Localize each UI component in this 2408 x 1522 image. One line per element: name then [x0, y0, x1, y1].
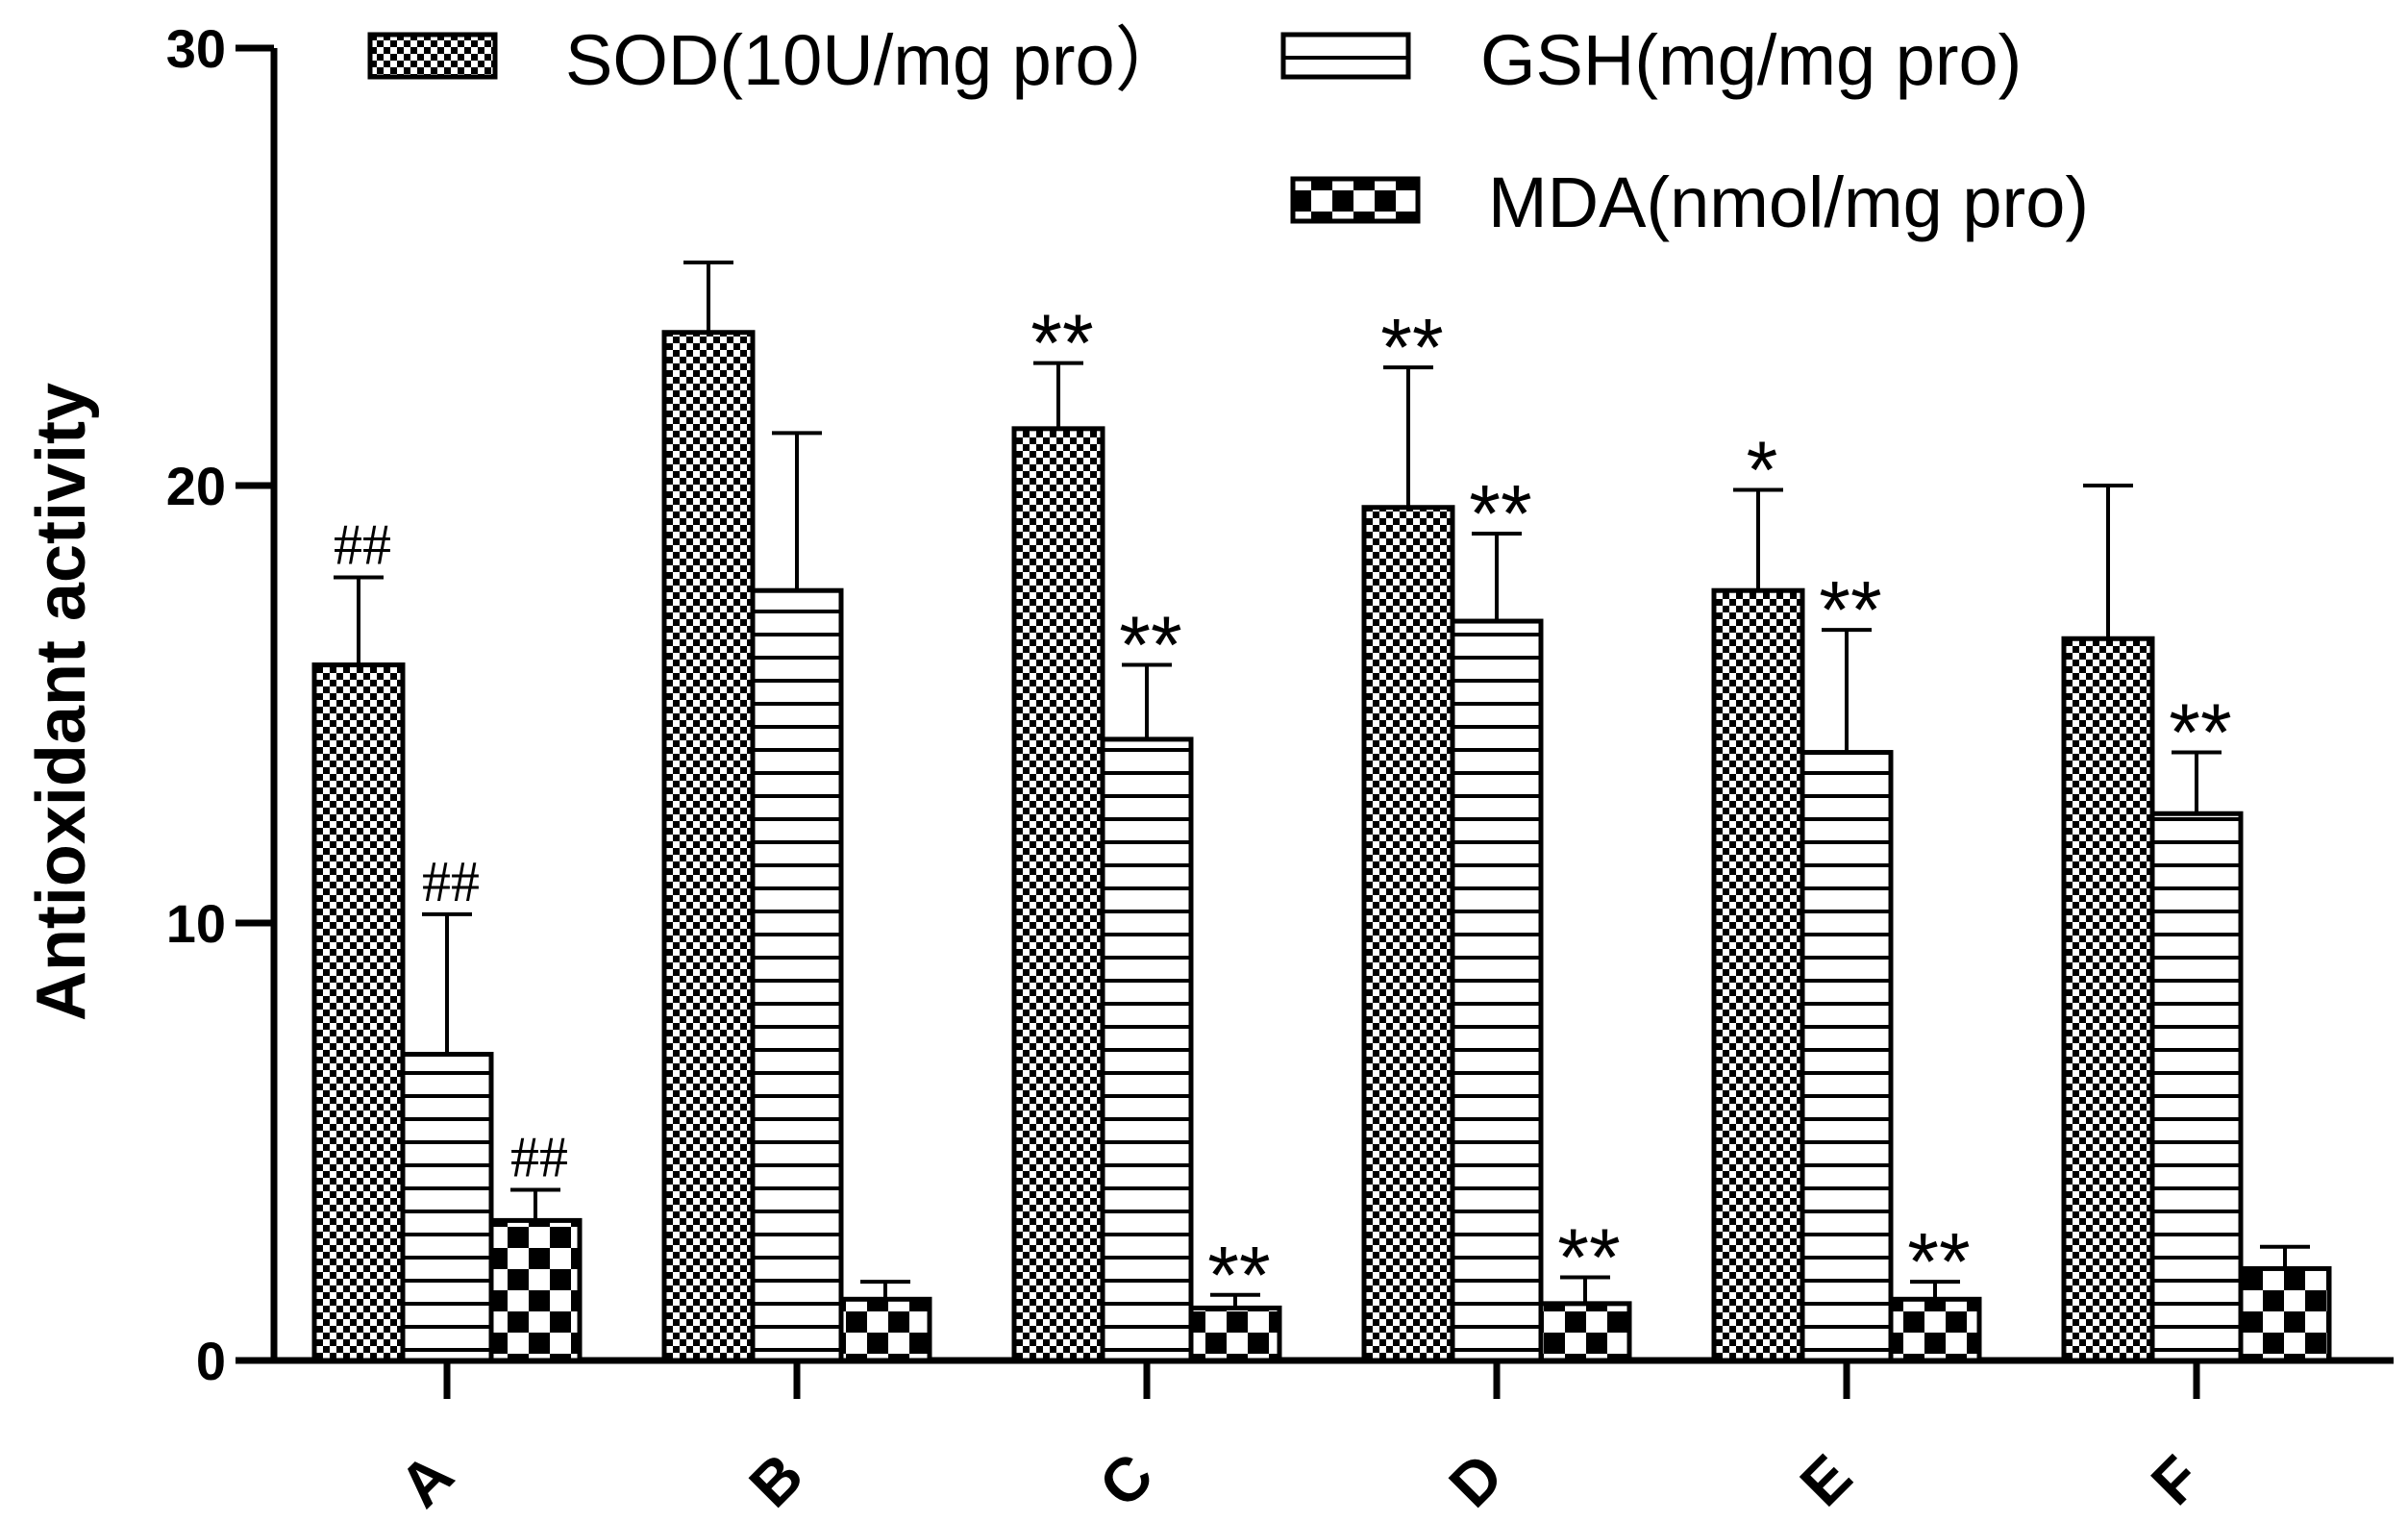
bar	[750, 587, 844, 1363]
bar	[488, 1217, 583, 1363]
significance-label: **	[1380, 302, 1443, 392]
significance-label: ##	[510, 1126, 568, 1189]
x-tick-label: A	[386, 1440, 467, 1521]
legend-label: MDA(nmol/mg pro)	[1488, 162, 2089, 242]
bar	[2149, 811, 2244, 1363]
bar	[400, 1052, 494, 1363]
significance-label: ##	[422, 850, 480, 913]
significance-label: **	[1207, 1230, 1270, 1320]
legend-swatch	[1280, 32, 1411, 80]
significance-label: **	[1469, 468, 1531, 559]
x-tick-label: C	[1086, 1440, 1167, 1521]
legend: SOD(10U/mg pro） GSH(mg/mg pro) MDA(nmol/mg…	[367, 20, 2089, 242]
bar	[1011, 426, 1105, 1363]
bar	[311, 662, 406, 1363]
bar	[1538, 1301, 1632, 1363]
bar	[661, 330, 756, 1363]
bar	[2238, 1265, 2332, 1363]
legend-label: SOD(10U/mg pro）	[565, 20, 1186, 100]
bar	[2061, 636, 2155, 1363]
legend-swatch	[367, 32, 498, 80]
significance-label: *	[1747, 425, 1778, 515]
legend-swatch	[1290, 176, 1421, 224]
bars-layer	[311, 260, 2332, 1363]
legend-label: GSH(mg/mg pro)	[1480, 20, 2022, 100]
significance-label: **	[1557, 1212, 1620, 1303]
x-tick-label: D	[1436, 1440, 1517, 1521]
significance-label: **	[1119, 600, 1181, 690]
axes	[236, 44, 2394, 1399]
x-tick-label: E	[1787, 1441, 1865, 1519]
bar	[1888, 1296, 1982, 1363]
bar	[1711, 587, 1805, 1363]
significance-label: **	[2169, 687, 2231, 778]
bar	[1361, 505, 1455, 1363]
significance-label: **	[1030, 298, 1093, 388]
bar	[1100, 736, 1194, 1363]
y-tick-label: 20	[166, 456, 226, 516]
x-tick-label: F	[2138, 1442, 2214, 1518]
y-axis-label: Antioxidant activity	[23, 383, 100, 1021]
bar	[1450, 618, 1544, 1363]
x-tick-label: B	[736, 1440, 817, 1521]
y-tick-label: 0	[196, 1331, 226, 1391]
bar	[1800, 750, 1894, 1363]
y-tick-label: 10	[166, 893, 226, 954]
significance-label: **	[1907, 1216, 1970, 1307]
bar	[1188, 1305, 1282, 1363]
bar	[838, 1296, 932, 1363]
significance-label: ##	[334, 513, 391, 577]
significance-label: **	[1819, 564, 1881, 655]
y-tick-label: 30	[166, 18, 226, 79]
